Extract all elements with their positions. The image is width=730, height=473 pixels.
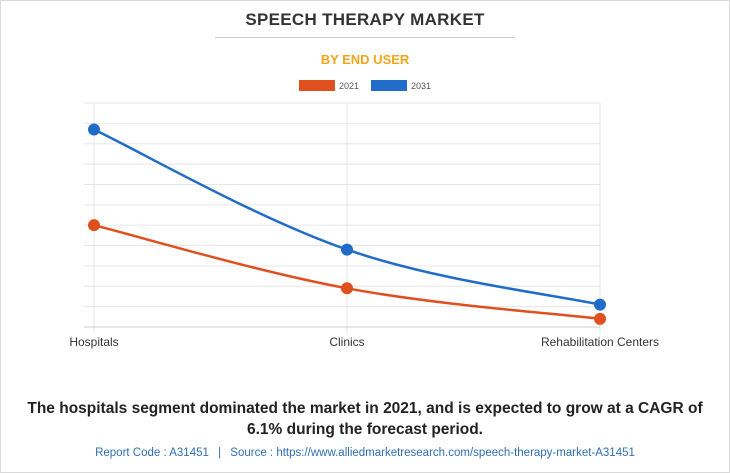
legend-swatch-2021	[298, 80, 335, 91]
chart-subtitle: BY END USER	[320, 52, 410, 67]
source-link[interactable]: Source : https://www.alliedmarketresearc…	[230, 447, 635, 459]
chart-caption: The hospitals segment dominated the mark…	[27, 400, 703, 438]
data-point-2031-2	[594, 298, 606, 311]
x-tick-label: Rehabilitation Centers	[541, 335, 659, 349]
data-point-2021-0	[88, 219, 100, 232]
footer-separator: |	[218, 447, 222, 459]
report-code: Report Code : A31451	[95, 447, 209, 459]
footer: Report Code : A31451 | Source : https://…	[0, 447, 730, 459]
legend-item-2031[interactable]: 2031	[371, 80, 431, 91]
legend-item-2021[interactable]: 2021	[298, 80, 359, 91]
data-point-2021-2	[594, 312, 606, 325]
data-point-2021-1	[341, 282, 353, 295]
data-point-2031-1	[341, 243, 353, 256]
legend-label-2021: 2021	[338, 80, 359, 91]
x-tick-label: Clinics	[329, 335, 364, 349]
data-point-2031-0	[88, 123, 100, 136]
legend-swatch-2031	[371, 80, 407, 91]
title-divider	[215, 37, 515, 38]
legend-label-2031: 2031	[411, 80, 432, 91]
x-tick-label: Hospitals	[69, 335, 118, 349]
chart-title: SPEECH THERAPY MARKET	[245, 10, 485, 29]
legend: 2021 2031	[0, 80, 730, 91]
